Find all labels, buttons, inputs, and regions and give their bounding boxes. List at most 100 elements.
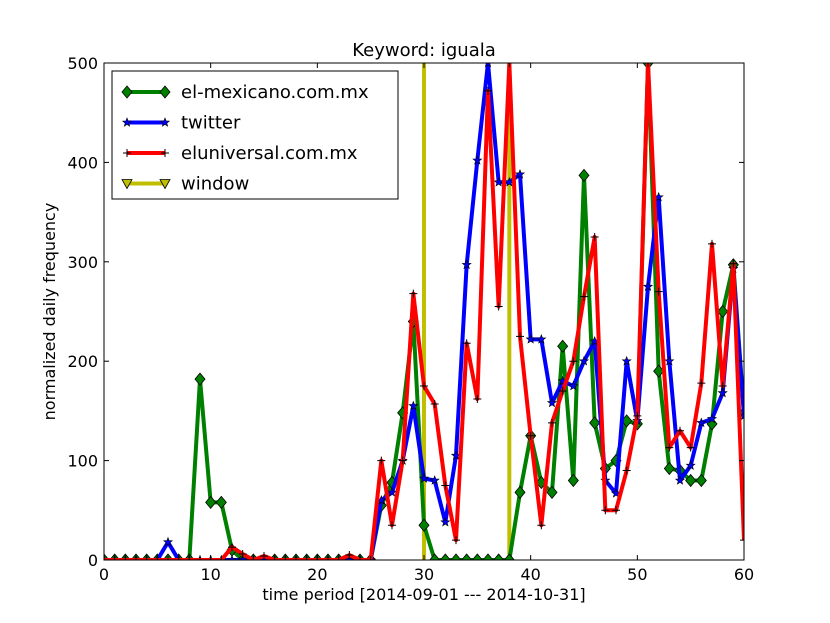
data-point [482,553,494,560]
chart-title: Keyword: iguala [352,40,496,61]
data-point [420,382,428,391]
x-tick-label: 30 [414,565,434,584]
data-point [408,400,419,411]
data-point [718,382,727,391]
data-point [121,556,130,560]
data-point [493,553,505,560]
data-point [430,399,439,408]
data-point [717,387,728,398]
data-point [548,418,556,427]
data-point [601,506,610,515]
legend-entry: twitter [121,113,241,134]
y-tick-label: 300 [67,253,98,272]
data-point [270,556,279,560]
y-tick-label: 100 [67,452,98,471]
legend-marker [121,85,133,99]
data-point [516,332,524,341]
data-point [706,413,718,424]
legend-label: el-mexicano.com.mx [181,82,369,103]
data-point [537,521,546,530]
legend-label: twitter [181,113,241,134]
legend-marker [121,179,133,190]
legend-marker [159,85,171,99]
data-point [249,556,258,560]
data-point [526,431,535,440]
data-point [685,473,697,488]
data-point [429,475,440,485]
data-point [194,372,206,386]
data-point [567,473,579,488]
data-point [462,339,471,348]
data-point [110,556,119,560]
data-point [654,287,663,296]
legend-marker [159,117,171,127]
data-point [226,554,238,560]
data-point [162,536,174,547]
y-axis-title: normalized daily frequency [40,203,59,421]
x-tick-label: 40 [520,565,540,584]
data-point [568,380,579,391]
data-point [717,304,729,319]
data-point [461,553,473,560]
data-point [644,63,652,67]
data-point [429,553,441,560]
data-point [514,168,526,179]
legend: el-mexicano.com.mx twitter eluniversal.com… [111,70,399,200]
data-point [260,552,268,560]
data-point [740,536,744,545]
data-point [493,176,504,187]
data-point [418,518,430,532]
data-point [580,292,588,301]
data-point [505,63,514,67]
legend-entry: window [121,174,249,195]
data-point [558,387,567,396]
data-point [409,289,418,298]
data-point [215,495,227,509]
data-point [686,443,695,452]
legend-label: window [181,174,249,195]
data-point [366,556,375,560]
data-point [729,259,738,268]
data-point [388,521,396,530]
data-point [377,456,386,465]
data-point [546,485,558,500]
data-point [708,239,716,248]
y-tick-label: 500 [67,54,98,73]
data-point [676,426,684,435]
legend-marker [121,117,133,127]
x-tick-label: 10 [200,565,220,584]
data-point [663,461,675,476]
data-point [345,551,354,560]
y-tick-label: 0 [88,551,98,570]
data-point [185,556,194,560]
data-point [205,495,217,509]
data-point [578,355,590,366]
x-axis-title: time period [2014-09-01 --- 2014-10-31] [262,585,585,604]
data-point [228,543,236,552]
data-point [461,259,472,270]
series-eluniversal-com-mx [104,63,744,560]
data-point [324,556,332,560]
data-point [578,168,590,182]
data-point [612,506,620,515]
data-point [281,556,290,560]
data-point [471,553,483,560]
data-point [664,355,675,366]
data-point [642,281,654,291]
data-point [439,553,451,560]
data-point [164,556,172,560]
data-point [633,411,642,420]
legend-entry: eluniversal.com.mx [123,143,358,164]
data-point [450,553,462,560]
legend-marker [123,149,131,157]
legend-label: eluniversal.com.mx [181,143,358,164]
data-point [217,556,226,560]
data-point [590,232,599,241]
data-point [356,556,364,560]
data-point [622,466,631,475]
data-point [484,63,492,68]
data-point [514,485,526,500]
data-point [569,357,578,366]
data-point [418,473,430,483]
data-point [685,460,696,470]
